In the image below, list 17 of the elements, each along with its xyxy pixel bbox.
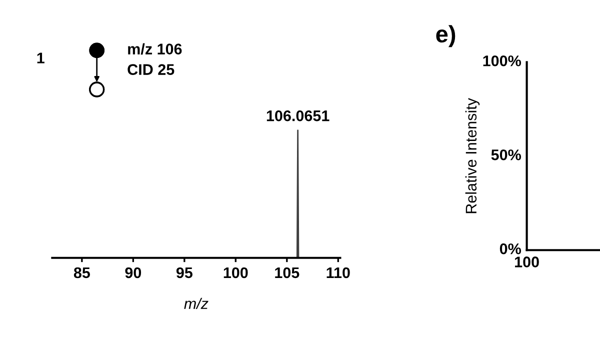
annotation: 106.0651 [266,110,330,122]
x-tick-label: 100 [224,267,248,278]
x-tick-label: 95 [176,267,192,278]
text: CID 25 [128,64,174,75]
text: 1 [37,52,44,64]
x-tick-label: 105 [275,267,300,278]
x-tick-label: 85 [74,267,90,278]
text: e) [436,25,456,48]
x-tick-label: 110 [326,267,350,278]
text: Relative Intensity [465,98,480,214]
x-tick-label: 90 [125,267,142,278]
x-axis-title: m/z [184,298,208,310]
text: 0% [500,243,521,254]
text: m/z 106 [128,43,182,55]
text: 100% [483,55,521,66]
text: 50% [491,149,521,160]
text: 100 [515,256,539,268]
